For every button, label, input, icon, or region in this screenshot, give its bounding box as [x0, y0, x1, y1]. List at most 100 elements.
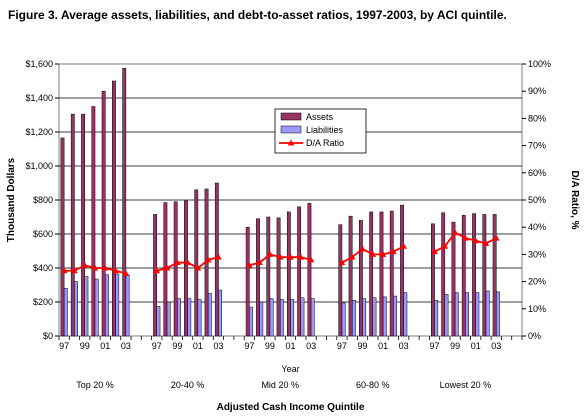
da-ratio-marker: [379, 250, 387, 257]
y2-tick-label: 20%: [528, 277, 546, 287]
da-ratio-marker: [451, 229, 459, 236]
da-ratio-marker: [60, 267, 68, 274]
liabilities-bar: [300, 297, 305, 337]
y-tick-label: $1,000: [25, 161, 53, 171]
da-ratio-marker: [493, 234, 500, 241]
legend-swatch: [280, 112, 302, 121]
group-label: Mid 20 %: [261, 380, 299, 390]
liabilities-bar: [156, 306, 161, 337]
assets-bar: [81, 113, 85, 337]
assets-bar: [256, 218, 260, 337]
da-ratio-marker: [163, 264, 171, 271]
da-ratio-marker: [194, 264, 202, 271]
liabilities-bar: [187, 298, 192, 337]
assets-bar: [286, 211, 291, 337]
da-ratio-marker: [431, 248, 438, 255]
liabilities-bar: [454, 292, 459, 337]
liabilities-bar: [341, 302, 346, 337]
da-ratio-marker: [256, 259, 263, 266]
liabilities-bar: [84, 276, 89, 337]
liabilities-bar: [362, 298, 367, 337]
assets-bar: [369, 211, 374, 337]
y2-tick-label: 0%: [528, 331, 541, 341]
assets-bar: [379, 211, 384, 337]
da-ratio-marker: [215, 253, 222, 260]
assets-bar: [431, 223, 435, 337]
y-tick-label: $1,400: [25, 93, 53, 103]
x-year-label: 97: [244, 341, 254, 351]
assets-bar: [70, 113, 75, 337]
x-year-label: 99: [172, 341, 182, 351]
da-ratio-marker: [441, 242, 449, 249]
assets-bar: [122, 68, 127, 337]
assets-bar: [400, 204, 404, 337]
x-year-label: 01: [100, 341, 110, 351]
y2-tick-label: 90%: [528, 86, 546, 96]
x-year-label: 03: [491, 341, 501, 351]
y2-tick-label: 50%: [528, 195, 546, 205]
da-ratio-marker: [112, 267, 119, 274]
x-year-label: 01: [193, 341, 203, 351]
legend-marker: [287, 139, 295, 146]
y2-tick-label: 100%: [528, 59, 551, 69]
da-ratio-marker: [307, 256, 315, 263]
liabilities-bar: [125, 274, 130, 337]
assets-bar: [461, 215, 466, 337]
x-year-label: 97: [59, 341, 69, 351]
assets-bar: [472, 213, 476, 337]
y-axis-label: Thousand Dollars: [6, 157, 17, 242]
legend-label: Liabilities: [306, 125, 344, 135]
da-ratio-marker: [204, 256, 212, 263]
liabilities-bar: [465, 292, 469, 337]
da-ratio-marker: [91, 264, 99, 271]
da-ratio-marker: [81, 261, 88, 268]
liabilities-bar: [207, 293, 212, 337]
x-year-label: 99: [80, 341, 90, 351]
assets-bar: [266, 216, 271, 337]
liabilities-bar: [259, 301, 264, 337]
x-year-label: 01: [471, 341, 481, 351]
da-ratio-marker: [359, 245, 366, 252]
group-label: Top 20 %: [76, 380, 114, 390]
liabilities-bar: [94, 278, 99, 337]
assets-bar: [358, 220, 363, 337]
x-year-label: 03: [213, 341, 223, 351]
liabilities-bar: [393, 295, 397, 337]
legend-label: D/A Ratio: [306, 138, 344, 148]
da-ratio-marker: [297, 253, 304, 260]
da-ratio-marker: [462, 234, 469, 241]
assets-bar: [451, 221, 456, 337]
liabilities-bar: [403, 292, 408, 337]
liabilities-bar: [105, 274, 109, 337]
assets-bar: [245, 226, 250, 337]
liabilities-bar: [290, 299, 295, 337]
y2-tick-label: 70%: [528, 141, 546, 151]
x-year-label: 97: [152, 341, 162, 351]
liabilities-bar: [197, 299, 202, 337]
liabilities-bar: [310, 298, 315, 337]
x-year-label: 99: [358, 341, 368, 351]
group-label: 60-80 %: [356, 380, 390, 390]
x-year-label: 99: [265, 341, 275, 351]
group-label: 20-40 %: [171, 380, 205, 390]
assets-bar: [441, 212, 446, 337]
y2-tick-label: 10%: [528, 304, 546, 314]
assets-bar: [338, 224, 343, 337]
liabilities-bar: [249, 306, 253, 337]
x-year-label: 03: [306, 341, 316, 351]
da-ratio-marker: [482, 240, 490, 247]
y-tick-label: $800: [33, 195, 53, 205]
liabilities-bar: [218, 289, 223, 337]
liabilities-bar: [63, 288, 68, 337]
x-year-label: 01: [285, 341, 295, 351]
assets-bar: [297, 206, 302, 337]
da-ratio-marker: [266, 250, 274, 257]
x-axis-label: Year: [281, 364, 299, 374]
assets-bar: [492, 214, 497, 337]
x-year-label: 03: [399, 341, 409, 351]
y2-tick-label: 60%: [528, 168, 546, 178]
x-year-label: 03: [121, 341, 131, 351]
y-tick-label: $1,200: [25, 127, 53, 137]
